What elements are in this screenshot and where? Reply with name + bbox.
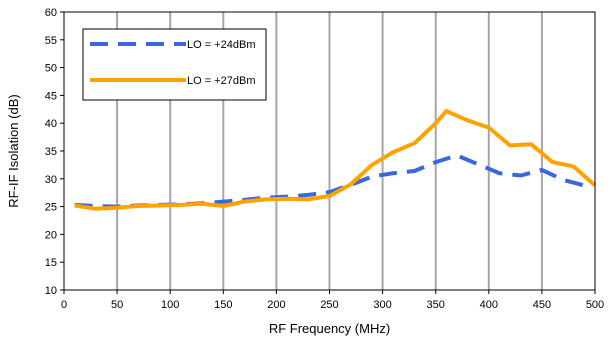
x-tick-label: 150	[214, 299, 232, 311]
y-tick-label: 10	[45, 285, 57, 297]
series-line-lo-27dbm	[74, 109, 597, 211]
x-axis-title: RF Frequency (MHz)	[269, 321, 390, 336]
x-tick-label: 300	[373, 299, 391, 311]
legend-label-lo-24dbm: LO = +24dBm	[187, 39, 256, 51]
x-tick-label: 350	[427, 299, 445, 311]
y-tick-label: 55	[45, 35, 57, 47]
legend: LO = +24dBm LO = +27dBm	[82, 28, 267, 101]
y-tick-label: 45	[45, 90, 57, 102]
x-tick-label: 200	[267, 299, 285, 311]
y-tick-label: 15	[45, 257, 57, 269]
y-tick-label: 40	[45, 118, 57, 130]
y-axis-ticks: 10 15 20 25 30 35 40 45 50 55 60	[45, 7, 64, 297]
legend-label-lo-27dbm: LO = +27dBm	[187, 75, 256, 87]
y-axis-title: RF-IF Isolation (dB)	[6, 94, 21, 207]
x-tick-label: 500	[586, 299, 604, 311]
x-tick-label: 400	[480, 299, 498, 311]
y-tick-label: 25	[45, 202, 57, 214]
legend-box	[82, 28, 267, 101]
y-tick-label: 50	[45, 63, 57, 75]
x-tick-label: 100	[161, 299, 179, 311]
y-tick-label: 20	[45, 229, 57, 241]
x-tick-label: 0	[61, 299, 67, 311]
y-tick-label: 60	[45, 7, 57, 19]
series-layer	[74, 109, 597, 211]
y-tick-label: 30	[45, 174, 57, 186]
x-tick-label: 250	[320, 299, 338, 311]
y-tick-label: 35	[45, 146, 57, 158]
x-tick-label: 50	[111, 299, 123, 311]
x-tick-label: 450	[533, 299, 551, 311]
x-axis-ticks: 0 50 100 150 200 250 300 350 400 450 500	[61, 290, 604, 311]
